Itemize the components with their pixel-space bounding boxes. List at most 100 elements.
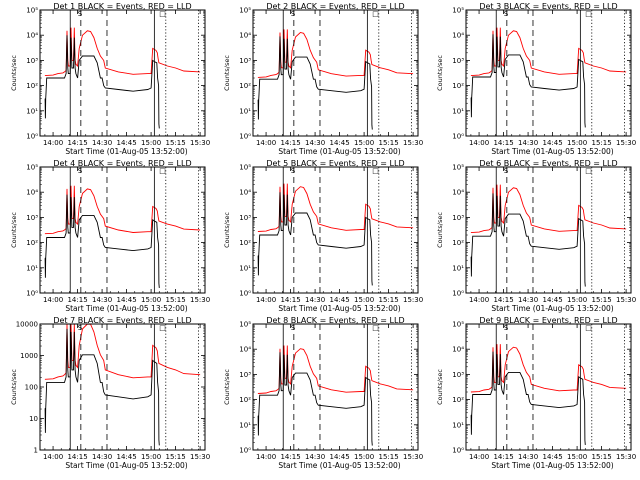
x-tick-label: 14:45 (116, 296, 136, 304)
panel-title: Det 2 BLACK = Events, RED = LLD (266, 2, 404, 11)
plot-frame (252, 323, 419, 451)
x-tick-label: 14:30 (518, 139, 538, 147)
y-axis-label: Counts/sec (436, 369, 444, 405)
x-tick-label: 15:15 (592, 296, 612, 304)
y-tick-label: 100 (25, 384, 38, 392)
y-axis-label: Counts/sec (10, 369, 18, 405)
y-tick-label: 10¹ (239, 421, 251, 429)
panel-title: Det 6 BLACK = Events, RED = LLD (479, 159, 617, 168)
x-axis-label: Start Time (01-Aug-05 13:52:00) (65, 461, 187, 470)
y-tick-label: 10² (26, 239, 38, 247)
y-tick-label: 1000 (20, 352, 38, 360)
x-tick-label: 15:15 (379, 453, 399, 461)
y-tick-label: 10³ (26, 57, 38, 65)
y-tick-label: 10³ (239, 214, 251, 222)
panel-title: Det 4 BLACK = Events, RED = LLD (53, 159, 191, 168)
y-axis-label: Counts/sec (10, 212, 18, 248)
y-tick-label: 10⁰ (452, 133, 464, 141)
series-line-events (44, 35, 160, 129)
x-tick-label: 14:45 (329, 296, 349, 304)
x-tick-label: 15:30 (190, 139, 210, 147)
x-tick-label: 15:30 (403, 296, 423, 304)
x-tick-label: 14:00 (256, 296, 276, 304)
x-tick-label: 15:00 (141, 296, 161, 304)
x-tick-label: 14:15 (493, 296, 513, 304)
panel-title: Det 1 BLACK = Events, RED = LLD (53, 2, 191, 11)
y-axis-label: Counts/sec (436, 55, 444, 91)
x-tick-label: 14:00 (469, 139, 489, 147)
x-tick-label: 14:15 (67, 296, 87, 304)
x-tick-label: 14:15 (493, 139, 513, 147)
x-tick-label: 15:30 (616, 139, 636, 147)
series-line-events (257, 192, 373, 286)
y-tick-label: 10⁰ (26, 290, 38, 298)
x-tick-label: 15:15 (166, 296, 186, 304)
x-tick-label: 15:30 (616, 296, 636, 304)
x-tick-label: 14:15 (493, 453, 513, 461)
x-tick-label: 15:00 (567, 139, 587, 147)
x-tick-label: 14:45 (329, 453, 349, 461)
x-tick-label: 14:00 (43, 139, 63, 147)
y-tick-label: 10 (29, 415, 38, 423)
x-tick-label: 15:00 (141, 453, 161, 461)
panel-det-3: S □ 14:00 14:15 14:30 14:45 15:00 15:15 15:30 10⁰… (436, 2, 636, 156)
top-glyph-0: S (504, 10, 509, 18)
top-glyph-0: S (291, 324, 296, 332)
y-tick-label: 10¹ (452, 107, 464, 115)
x-tick-label: 15:30 (403, 139, 423, 147)
x-tick-label: 15:00 (354, 296, 374, 304)
y-tick-label: 10⁰ (452, 447, 464, 455)
y-tick-label: 10⁰ (239, 133, 251, 141)
x-tick-label: 14:30 (305, 139, 325, 147)
y-tick-label: 10⁵ (452, 164, 464, 172)
y-tick-label: 10⁵ (26, 7, 38, 15)
x-tick-label: 14:15 (67, 453, 87, 461)
x-axis-label: Start Time (01-Aug-05 13:52:00) (65, 304, 187, 313)
top-glyph-0: S (504, 167, 509, 175)
x-tick-label: 14:30 (518, 296, 538, 304)
x-tick-label: 15:00 (567, 296, 587, 304)
x-tick-label: 14:15 (67, 139, 87, 147)
x-tick-label: 15:15 (592, 139, 612, 147)
x-tick-label: 14:45 (542, 139, 562, 147)
panel-det-1: S □ 14:00 14:15 14:30 14:45 15:00 15:15 15:30 10⁰… (10, 2, 210, 156)
x-tick-label: 14:45 (116, 453, 136, 461)
panel-title: Det 7 BLACK = Events, RED = LLD (53, 316, 191, 325)
y-tick-label: 10⁰ (452, 290, 464, 298)
panel-title: Det 5 BLACK = Events, RED = LLD (266, 159, 404, 168)
series-line-events (470, 351, 586, 445)
top-glyph-0: S (291, 167, 296, 175)
plot-frame (465, 9, 632, 137)
y-tick-label: 10³ (452, 214, 464, 222)
y-tick-label: 10¹ (239, 264, 251, 272)
x-axis-label: Start Time (01-Aug-05 13:52:00) (491, 461, 613, 470)
y-tick-label: 10¹ (452, 264, 464, 272)
y-tick-label: 10² (452, 396, 464, 404)
y-tick-label: 10⁵ (239, 7, 251, 15)
x-tick-label: 15:15 (166, 453, 186, 461)
top-glyph-1: □ (585, 10, 592, 18)
y-tick-label: 10² (239, 396, 251, 404)
x-axis-label: Start Time (01-Aug-05 13:52:00) (491, 147, 613, 156)
x-tick-label: 15:00 (354, 139, 374, 147)
x-tick-label: 14:30 (92, 139, 112, 147)
top-glyph-1: □ (372, 324, 379, 332)
y-tick-label: 10³ (452, 57, 464, 65)
x-tick-label: 14:00 (469, 296, 489, 304)
x-tick-label: 15:15 (379, 296, 399, 304)
y-tick-label: 1 (34, 447, 38, 455)
top-glyph-0: S (291, 10, 296, 18)
x-tick-label: 15:30 (616, 453, 636, 461)
y-tick-label: 10¹ (239, 107, 251, 115)
x-tick-label: 15:30 (403, 453, 423, 461)
panel-det-8: S □ 14:00 14:15 14:30 14:45 15:00 15:15 15:30 10⁰… (223, 316, 423, 470)
series-line-events (470, 193, 586, 287)
y-tick-label: 10⁴ (452, 189, 464, 197)
plot-frame (39, 323, 206, 451)
x-tick-label: 15:30 (190, 453, 210, 461)
top-glyph-0: S (504, 324, 509, 332)
x-tick-label: 14:15 (280, 139, 300, 147)
y-tick-label: 10¹ (452, 421, 464, 429)
y-tick-label: 10⁵ (26, 164, 38, 172)
top-glyph-0: S (78, 10, 83, 18)
